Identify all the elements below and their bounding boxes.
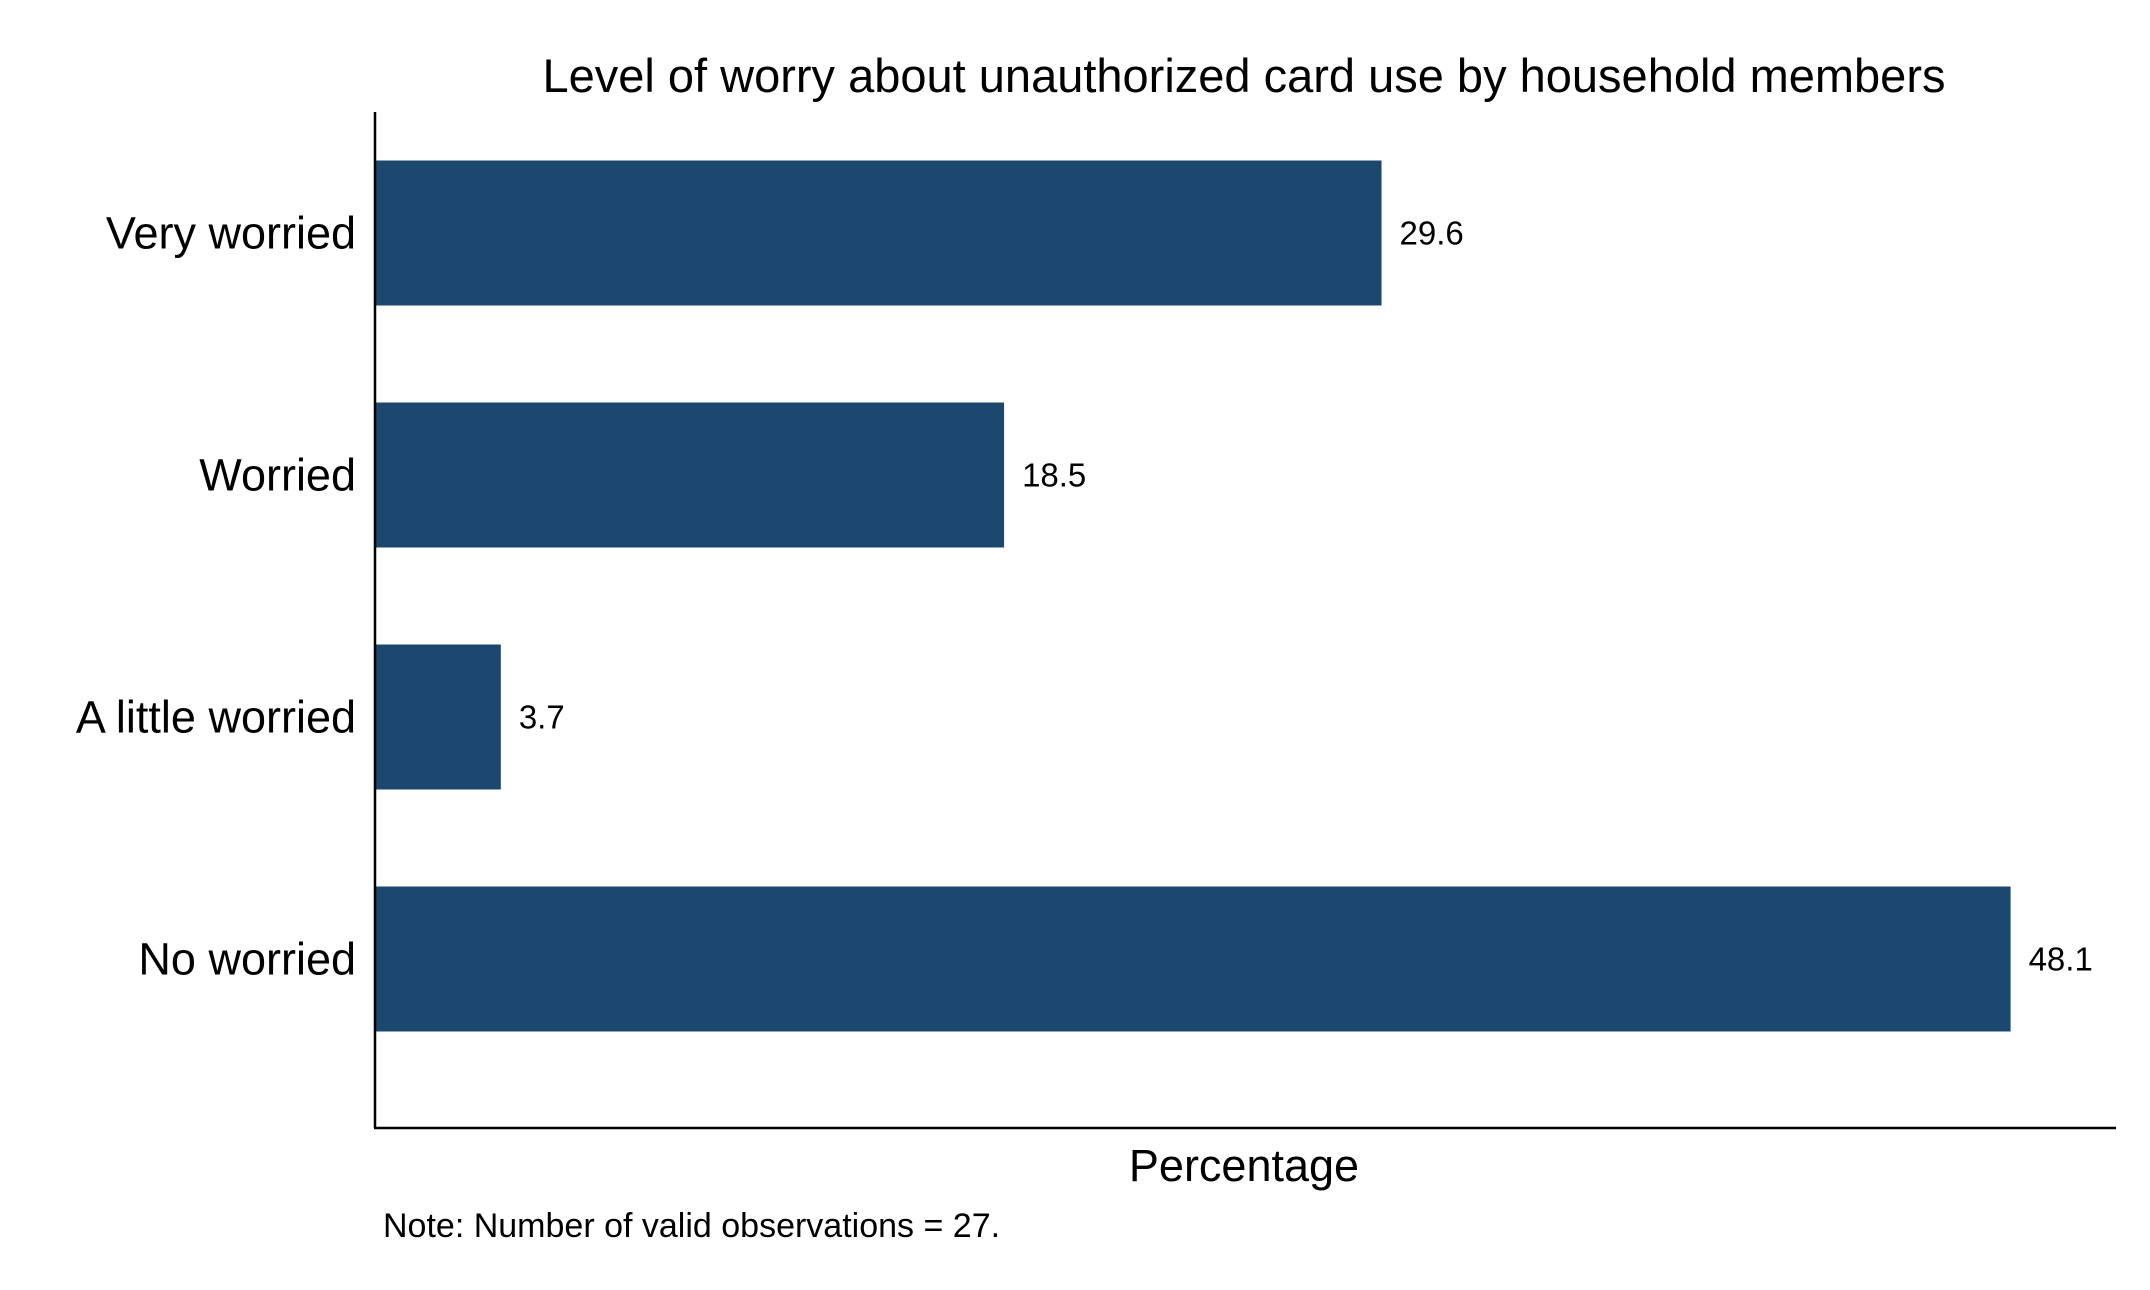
category-label-0: Very worried: [106, 208, 356, 259]
bar-0: [375, 160, 1382, 306]
category-label-2: A little worried: [76, 692, 356, 743]
category-label-3: No worried: [138, 934, 356, 985]
bar-2: [375, 644, 501, 790]
x-axis-title: Percentage: [1129, 1140, 1359, 1191]
value-label-1: 18.5: [1022, 457, 1086, 494]
chart-note: Note: Number of valid observations = 27.: [383, 1207, 1000, 1245]
value-labels-group: 29.6 18.5 3.7 48.1: [519, 215, 2093, 978]
category-labels-group: Very worried Worried A little worried No wo…: [76, 208, 356, 985]
chart-title: Level of worry about unauthorized card u…: [543, 49, 1946, 102]
value-label-2: 3.7: [519, 699, 565, 736]
category-label-1: Worried: [199, 450, 356, 501]
bars-group: [375, 160, 2011, 1032]
value-label-3: 48.1: [2029, 941, 2093, 978]
bar-3: [375, 886, 2011, 1032]
value-label-0: 29.6: [1400, 215, 1464, 252]
bar-1: [375, 402, 1005, 548]
